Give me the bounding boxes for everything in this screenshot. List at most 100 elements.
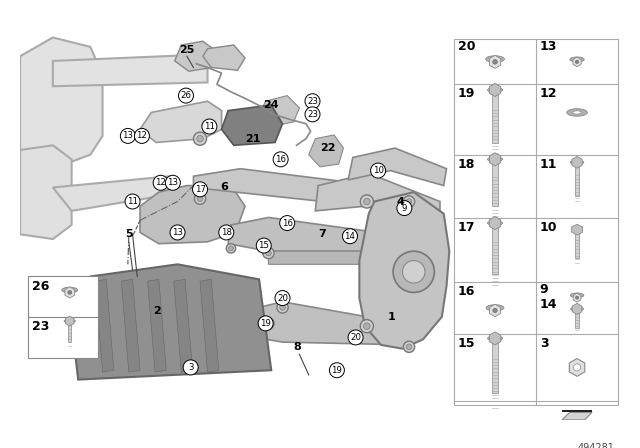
Circle shape: [360, 319, 373, 333]
Polygon shape: [572, 224, 582, 235]
Circle shape: [342, 228, 358, 244]
Bar: [492, 225, 498, 274]
Text: 13: 13: [172, 228, 183, 237]
Ellipse shape: [571, 307, 584, 311]
Polygon shape: [53, 176, 184, 211]
Polygon shape: [228, 302, 409, 345]
Text: 26: 26: [32, 280, 50, 293]
Polygon shape: [20, 38, 102, 169]
Polygon shape: [573, 293, 581, 302]
Bar: [20, 0, 451, 420]
Polygon shape: [65, 316, 74, 326]
Text: 10: 10: [540, 221, 557, 234]
Text: 24: 24: [264, 100, 279, 110]
Text: 18: 18: [458, 158, 475, 171]
Polygon shape: [259, 95, 300, 126]
Polygon shape: [348, 148, 447, 185]
Polygon shape: [562, 413, 592, 420]
Text: 9: 9: [540, 283, 548, 296]
Circle shape: [193, 182, 207, 197]
Text: 17: 17: [195, 185, 205, 194]
Ellipse shape: [62, 287, 77, 293]
Ellipse shape: [488, 221, 502, 225]
Circle shape: [165, 175, 180, 190]
Text: 25: 25: [179, 45, 195, 55]
Circle shape: [575, 296, 579, 299]
Text: 1: 1: [387, 312, 395, 322]
Circle shape: [258, 316, 273, 331]
Circle shape: [263, 318, 274, 329]
Circle shape: [228, 246, 234, 251]
Text: 26: 26: [180, 91, 191, 100]
Text: 18: 18: [221, 228, 232, 237]
Text: 7: 7: [318, 229, 326, 239]
Text: 11: 11: [127, 197, 138, 206]
Text: 11: 11: [204, 122, 215, 131]
Circle shape: [196, 135, 204, 142]
Polygon shape: [316, 173, 440, 220]
Polygon shape: [175, 41, 217, 71]
Polygon shape: [490, 216, 500, 230]
Text: 23: 23: [307, 97, 318, 106]
Polygon shape: [95, 279, 114, 372]
Text: 4: 4: [397, 197, 404, 207]
Circle shape: [197, 196, 203, 202]
Circle shape: [305, 94, 320, 109]
Circle shape: [364, 323, 370, 329]
Polygon shape: [140, 101, 221, 142]
Polygon shape: [140, 185, 245, 244]
Ellipse shape: [486, 56, 504, 62]
Bar: [28, 276, 98, 358]
Circle shape: [406, 344, 412, 349]
Text: 14: 14: [344, 232, 355, 241]
Polygon shape: [570, 358, 585, 376]
Text: 22: 22: [320, 143, 335, 153]
Text: 8: 8: [294, 342, 301, 352]
Circle shape: [179, 88, 193, 103]
Polygon shape: [308, 135, 344, 167]
Text: 15: 15: [458, 336, 476, 349]
Circle shape: [403, 341, 415, 353]
Text: 15: 15: [259, 241, 269, 250]
Circle shape: [266, 250, 271, 256]
Polygon shape: [572, 303, 582, 314]
Polygon shape: [65, 287, 75, 298]
Text: 23: 23: [307, 110, 318, 119]
Circle shape: [305, 107, 320, 122]
Circle shape: [275, 291, 290, 306]
Circle shape: [273, 152, 288, 167]
Bar: [68, 323, 71, 342]
Circle shape: [227, 244, 236, 253]
Polygon shape: [122, 279, 140, 372]
Polygon shape: [148, 279, 166, 372]
Circle shape: [364, 198, 370, 205]
Ellipse shape: [488, 157, 502, 162]
Ellipse shape: [488, 336, 502, 340]
Text: 20: 20: [458, 40, 476, 53]
Text: 13: 13: [122, 131, 133, 140]
Circle shape: [202, 119, 217, 134]
Circle shape: [125, 194, 140, 209]
Text: 23: 23: [32, 320, 50, 333]
Text: 3: 3: [188, 363, 193, 372]
Bar: [492, 92, 498, 143]
Circle shape: [280, 215, 294, 231]
Circle shape: [153, 175, 168, 190]
Polygon shape: [174, 279, 193, 372]
Circle shape: [397, 201, 412, 215]
Text: 9: 9: [402, 203, 407, 212]
Text: 2: 2: [153, 306, 161, 316]
Circle shape: [330, 363, 344, 378]
Polygon shape: [221, 105, 282, 145]
Text: 16: 16: [275, 155, 286, 164]
Polygon shape: [228, 217, 409, 251]
Circle shape: [183, 360, 198, 375]
Circle shape: [393, 251, 435, 293]
Circle shape: [360, 195, 373, 208]
Text: 10: 10: [372, 166, 383, 175]
Bar: [575, 230, 579, 258]
Circle shape: [263, 247, 274, 258]
Circle shape: [193, 132, 207, 145]
Polygon shape: [193, 169, 386, 206]
Polygon shape: [490, 304, 500, 317]
